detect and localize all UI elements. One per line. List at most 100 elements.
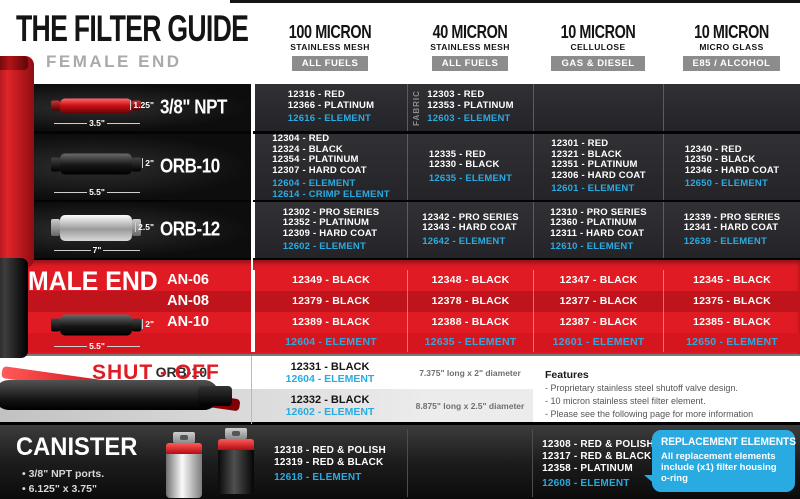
column-header-spacer [0,0,253,84]
element-part-number: 12616 - ELEMENT [287,113,372,125]
element-part-number: 12618 - ELEMENT [274,472,362,483]
part-number: 12309 - HARD COAT [282,227,378,239]
element-part-number: 12602 - ELEMENT [285,405,375,418]
canister-images [166,426,271,499]
row-label: ORB-12 [160,218,220,241]
dimension-height: 2.5" [135,221,154,232]
part-number: 12310 - PRO SERIES [550,206,647,218]
filter-image-area: 2.5" 7" [51,202,154,258]
part-number: 12331 - BLACK [290,360,370,373]
shutoff-valve-body-image [0,380,219,410]
part-list: 12301 - RED 12321 - BLACK 12351 - PLATINUM… [551,139,646,195]
part-number: 12349 - BLACK [253,270,407,291]
column-header: 100 MICRON STAINLESS MESH ALL FUELS [253,0,407,84]
shutoff-column-divider [251,356,252,424]
canister-bracket [225,428,247,439]
row-label: 3/8" NPT [160,96,228,118]
part-number: 12354 - PLATINUM [272,154,359,165]
canister-section: CANISTER • 3/8" NPT ports. • 6.125" x 3.7… [0,422,800,499]
part-number: 12307 - HARD COAT [272,164,367,176]
features-list: - Proprietary stainless steel shutoff va… [545,382,795,421]
canister-column-divider [407,429,408,497]
row-label-cell: 1.25" 3.5" 3/8" NPT [0,84,253,131]
black-filter-product-image [0,258,28,358]
canister-bracket [173,432,195,443]
part-number: 12304 - RED [272,133,330,144]
part-cell: 12301 - RED 12321 - BLACK 12351 - PLATINUM… [533,134,663,200]
part-cell: 12340 - RED 12350 - BLACK 12346 - HARD COA… [663,134,800,200]
male-dimension-height: 2" [142,318,154,329]
element-list: 12618 - ELEMENT [274,472,386,484]
part-cell [407,425,533,499]
part-number: 12360 - PLATINUM [550,217,637,228]
column-header: 40 MICRON STAINLESS MESH ALL FUELS [407,0,533,84]
shutoff-section: SHUT - OFF ORB-10 12331 - BLACK 12604 - EL… [0,354,800,424]
part-number: 12350 - BLACK [684,154,756,165]
male-row: AN-06 12349 - BLACK 12348 - BLACK 12347 - B… [0,270,800,291]
male-dimension-length: 5.5" [54,341,140,351]
dimension-height: 2" [142,158,154,169]
column-micron-label: 100 MICRON [288,22,372,42]
row-label-cell: 2.5" 7" ORB-12 [0,202,253,258]
element-part-number: 12602 - ELEMENT [282,241,366,252]
female-end-subtitle: FEMALE END [46,52,182,71]
feature-item: - Proprietary stainless steel shutoff va… [545,383,738,393]
part-number: 12306 - HARD COAT [551,169,646,181]
column-media-label: MICRO GLASS [699,42,764,52]
part-number: 12375 - BLACK [663,291,800,312]
element-list: 12608 - ELEMENT [542,478,654,490]
part-number: 12317 - RED & BLACK [542,451,652,462]
canister-body [218,450,254,494]
element-part-number: 12635 - ELEMENT [428,172,513,184]
orb-size-label: ORB-10 [155,364,207,380]
filter-product-image [51,214,141,241]
part-number: 12319 - RED & BLACK [274,457,384,468]
part-number: 12340 - RED [684,143,742,155]
element-list: 12650 - ELEMENT [685,178,780,190]
part-list: 12302 - PRO SERIES 12352 - PLATINUM 12309 … [282,206,380,253]
filter-image-area: 2" 5.5" [51,134,154,200]
part-number: 12379 - BLACK [253,291,407,312]
part-cell: 12302 - PRO SERIES 12352 - PLATINUM 12309 … [253,202,407,258]
an-size-label: AN-06 [167,272,209,288]
size-note: 7.375" long x 2" diameter [419,367,521,378]
part-cell [533,84,663,131]
male-row: AN-08 12379 - BLACK 12378 - BLACK 12377 - B… [0,291,800,312]
part-number: 12301 - RED [551,138,609,150]
feature-item: - 10 micron stainless steel filter eleme… [545,396,706,406]
column-micron-label: 10 MICRON [694,22,769,42]
shutoff-row: ORB-10 12331 - BLACK 12604 - ELEMENT 7.375"… [0,356,800,389]
part-number: 12377 - BLACK [533,291,663,312]
part-number: 12347 - BLACK [533,270,663,291]
male-end-title: MALE END [28,266,158,296]
canister-grid: 12318 - RED & POLISH 12319 - RED & BLACK 1… [0,425,800,499]
dimension-length: 7" [54,245,140,255]
part-number: 12358 - PLATINUM [542,463,633,474]
part-number: 12318 - RED & POLISH [274,445,386,456]
fabric-note: FABRIC [412,89,421,126]
element-part-number: 12604 - ELEMENT [285,372,375,385]
red-filter-product-image [0,56,34,268]
element-list: 12603 - ELEMENT [427,114,513,125]
element-part-number: 12608 - ELEMENT [542,478,630,489]
features-block: Features - Proprietary stainless steel s… [545,369,795,421]
canister-silver-image [166,432,202,498]
part-list: 12335 - RED 12330 - BLACK 12635 - ELEMENT [428,148,513,185]
element-part-number: 12642 - ELEMENT [422,235,506,247]
part-cell: 12335 - RED 12330 - BLACK 12635 - ELEMENT [407,134,533,200]
part-list: 12318 - RED & POLISH 12319 - RED & BLACK 1… [274,445,386,484]
part-list: 12342 - PRO SERIES 12343 - HARD COAT 12642… [422,212,519,248]
part-number: 12324 - BLACK [272,143,343,155]
part-number: 12341 - HARD COAT [683,222,779,234]
row-label: ORB-10 [160,155,220,178]
canister-body [166,454,202,498]
column-media-label: STAINLESS MESH [430,42,510,52]
features-title: Features [545,369,589,381]
element-list: 12610 - ELEMENT [550,241,647,253]
size-note: 8.875" long x 2.5" diameter [415,400,525,411]
element-list: 12635 - ELEMENT [428,172,513,185]
part-number: 12335 - RED [428,148,486,160]
part-number: 12302 - PRO SERIES [282,206,380,218]
dimension-length: 5.5" [54,187,140,197]
dimension-length: 3.5" [54,118,140,128]
